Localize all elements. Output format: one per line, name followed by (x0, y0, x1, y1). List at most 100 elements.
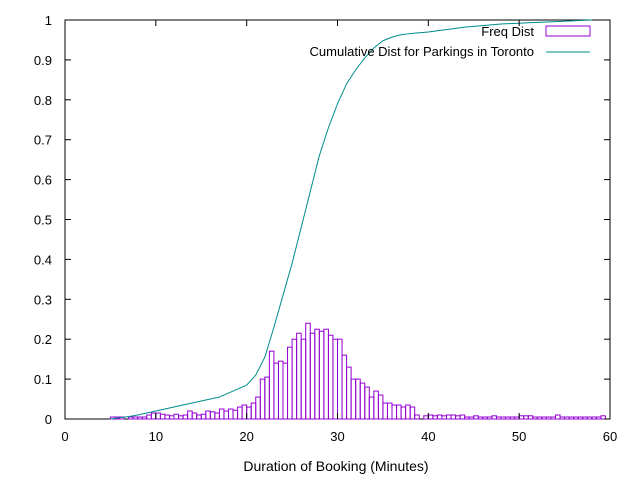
freq-dist-bar (128, 416, 134, 420)
freq-dist-bar (323, 328, 329, 420)
freq-dist-bar (509, 416, 516, 420)
freq-dist-bar (441, 415, 448, 420)
freq-dist-bar (423, 415, 429, 420)
cumulative-line-layer (110, 19, 592, 420)
freq-dist-bar (468, 416, 475, 420)
x-tick-label: 40 (421, 429, 435, 444)
freq-dist-bar (132, 416, 139, 420)
y-tick-label: 1 (45, 13, 52, 28)
freq-dist-bar (409, 406, 416, 420)
freq-dist-bar (332, 338, 339, 420)
freq-dist-bar (255, 396, 261, 420)
freq-dist-bar (232, 409, 239, 420)
freq-dist-bar (291, 338, 298, 420)
freq-dist-bar (491, 415, 497, 420)
freq-dist-bar (582, 416, 588, 420)
freq-dist-bar (268, 350, 275, 420)
freq-dist-bar (523, 415, 529, 420)
freq-dist-bar (305, 322, 311, 420)
freq-dist-bar (536, 416, 543, 420)
y-tick-label: 0.3 (34, 292, 52, 307)
y-tick-label: 0.6 (34, 173, 52, 188)
freq-dist-bar (259, 378, 266, 420)
freq-dist-bar (359, 382, 366, 420)
freq-dist-bar (355, 378, 361, 420)
freq-dist-bar (168, 415, 175, 420)
freq-dist-bar (464, 416, 470, 420)
freq-dist-bar (518, 415, 525, 420)
x-tick-label: 50 (512, 429, 526, 444)
x-tick-label: 30 (330, 429, 344, 444)
freq-dist-bar (318, 330, 325, 420)
legend-swatch-freq-dist (545, 25, 591, 37)
freq-dist-bar (250, 402, 257, 420)
freq-dist-bar (246, 406, 252, 420)
freq-dist-bar (364, 386, 370, 420)
freq-dist-bar (141, 416, 148, 420)
legend: Freq Dist Cumulative Dist for Parkings i… (310, 24, 591, 59)
freq-dist-bar (214, 412, 220, 420)
freq-dist-bar (191, 412, 198, 420)
y-tick-label: 0.8 (34, 93, 52, 108)
freq-dist-bar (300, 338, 307, 420)
freq-dist-bar (287, 346, 293, 420)
freq-dist-bar (559, 416, 566, 420)
freq-dist-bar (564, 416, 570, 420)
freq-dist-bar (455, 415, 461, 420)
freq-dist-bar (495, 416, 502, 420)
freq-dist-bar (155, 412, 161, 420)
cumulative-dist-line (110, 19, 592, 420)
freq-dist-bar (541, 416, 547, 420)
freq-dist-bar (527, 415, 534, 420)
x-tick-label: 60 (603, 429, 617, 444)
freq-dist-bar (450, 414, 457, 420)
freq-dist-bar (182, 414, 189, 420)
freq-dist-bar (264, 376, 270, 420)
axis-ticks: 0 10 20 30 40 50 60 0 0.1 0.2 0.3 0.4 0.5 0.6 0.7 0.8 0.… (34, 13, 617, 444)
x-tick-label: 10 (149, 429, 163, 444)
y-tick-label: 0.5 (34, 213, 52, 228)
freq-dist-bar (577, 416, 584, 420)
freq-dist-bar (223, 410, 229, 420)
freq-dist-bar (545, 416, 552, 420)
freq-dist-bar (446, 414, 452, 420)
freq-dist-bar (341, 354, 348, 420)
freq-dist-bar (209, 411, 216, 420)
freq-dist-bar (532, 416, 538, 420)
freq-dist-bar (327, 334, 334, 420)
freq-dist-bar (595, 416, 602, 420)
freq-dist-bar (382, 402, 388, 420)
y-tick-label: 0.4 (34, 252, 52, 267)
freq-dist-bar (314, 328, 320, 420)
freq-dist-bar (237, 406, 243, 420)
freq-dist-bar (586, 416, 593, 420)
freq-dist-bar (309, 332, 316, 420)
y-tick-label: 0.2 (34, 332, 52, 347)
freq-dist-bar (505, 416, 511, 420)
freq-dist-bar (368, 396, 375, 420)
freq-dist-bar (277, 360, 284, 420)
freq-dist-bar (164, 414, 170, 420)
legend-label-cumulative: Cumulative Dist for Parkings in Toronto (310, 44, 534, 59)
freq-dist-bar (396, 404, 402, 420)
freq-dist-bar (514, 416, 520, 420)
freq-dist-bar (486, 416, 493, 420)
y-tick-label: 0.9 (34, 53, 52, 68)
x-axis-label: Duration of Booking (Minutes) (243, 458, 428, 474)
freq-dist-bar (482, 416, 488, 420)
freq-dist-bar (337, 338, 343, 420)
freq-dist-bar (200, 413, 207, 420)
x-tick-label: 20 (239, 429, 253, 444)
freq-dist-bar (146, 414, 152, 420)
freq-dist-bar (573, 416, 579, 420)
freq-dist-bar (373, 390, 379, 420)
freq-dist-bar (159, 413, 166, 420)
freq-dist-bar (432, 415, 438, 420)
freq-dist-bar (273, 362, 279, 420)
freq-dist-bar (473, 415, 479, 420)
legend-label-freq-dist: Freq Dist (481, 24, 534, 39)
freq-dist-bar (377, 394, 384, 420)
freq-dist-bar (414, 414, 420, 420)
